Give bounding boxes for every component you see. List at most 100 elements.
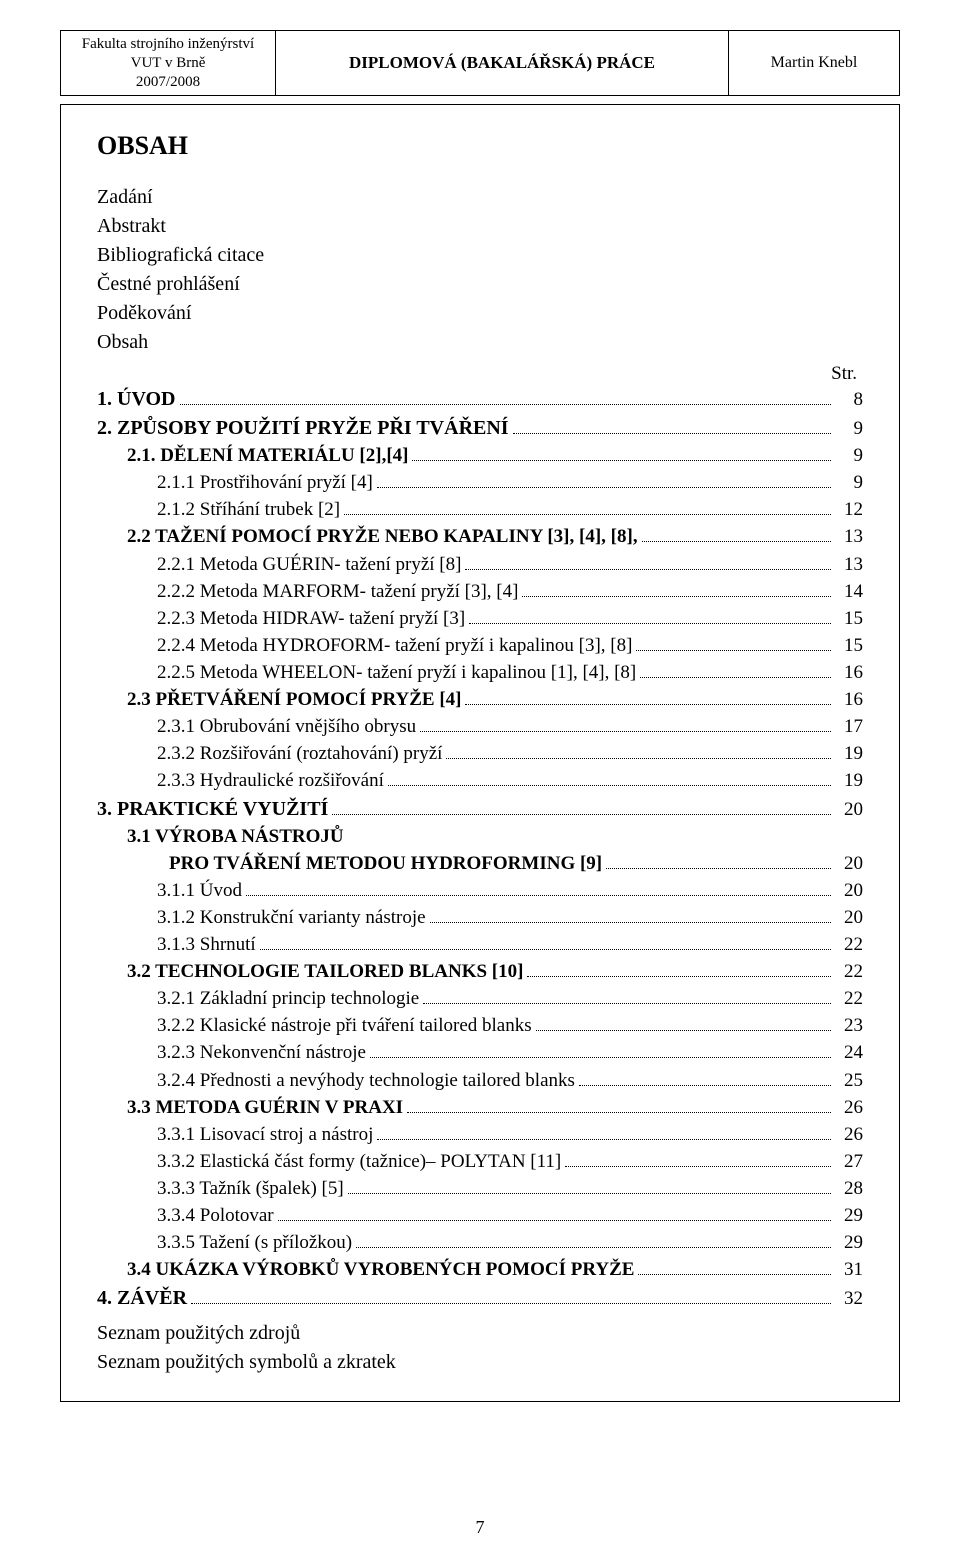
toc-page-number: 19 xyxy=(835,768,863,795)
toc-row: 3.1.1 Úvod20 xyxy=(97,878,863,905)
intro-line: Zadání xyxy=(97,183,863,212)
toc-page-number: 9 xyxy=(835,443,863,470)
intro-line: Čestné prohlášení xyxy=(97,270,863,299)
toc-label: 2.2.4 Metoda HYDROFORM- tažení pryží i k… xyxy=(97,633,632,660)
toc-row: 2.3 PŘETVÁŘENÍ POMOCÍ PRYŽE [4] 16 xyxy=(97,687,863,714)
toc-label: 2.2.3 Metoda HIDRAW- tažení pryží [3] xyxy=(97,606,465,633)
trailing-block: Seznam použitých zdrojů Seznam použitých… xyxy=(97,1319,863,1377)
toc-label: PRO TVÁŘENÍ METODOU HYDROFORMING [9] xyxy=(97,851,602,878)
toc-label: 3.2.4 Přednosti a nevýhody technologie t… xyxy=(97,1068,575,1095)
toc-row: 3.1.2 Konstrukční varianty nástroje 20 xyxy=(97,905,863,932)
toc-label: 3.1.2 Konstrukční varianty nástroje xyxy=(97,905,426,932)
toc-label: 2.1.2 Stříhání trubek [2] xyxy=(97,497,340,524)
toc-label: 2.1.1 Prostřihování pryží [4] xyxy=(97,470,373,497)
toc-row: 3.3 METODA GUÉRIN V PRAXI26 xyxy=(97,1095,863,1122)
toc-row: 3.3.3 Tažník (špalek) [5]28 xyxy=(97,1176,863,1203)
toc-page-number: 17 xyxy=(835,714,863,741)
toc-label: 3.1.3 Shrnutí xyxy=(97,932,256,959)
toc-label: 3.2 TECHNOLOGIE TAILORED BLANKS [10] xyxy=(97,959,523,986)
intro-line: Bibliografická citace xyxy=(97,241,863,270)
toc-leader-dots xyxy=(636,633,831,651)
toc-leader-dots xyxy=(465,551,831,569)
toc-label: 2.3.2 Rozšiřování (roztahování) pryží xyxy=(97,741,442,768)
toc-label: 3.3.1 Lisovací stroj a nástroj xyxy=(97,1122,373,1149)
toc-page-number: 13 xyxy=(835,552,863,579)
toc-leader-dots xyxy=(469,606,831,624)
toc-page-number: 13 xyxy=(835,524,863,551)
toc-label: 3.3.4 Polotovar xyxy=(97,1203,274,1230)
toc-leader-dots xyxy=(423,986,831,1004)
toc-row: PRO TVÁŘENÍ METODOU HYDROFORMING [9]20 xyxy=(97,851,863,878)
header-year: 2007/2008 xyxy=(63,73,273,92)
toc-label: 3.3.2 Elastická část formy (tažnice)– PO… xyxy=(97,1149,561,1176)
toc-page-number: 26 xyxy=(835,1095,863,1122)
toc-label: 3.3.3 Tažník (špalek) [5] xyxy=(97,1176,344,1203)
toc-label: 2.3 PŘETVÁŘENÍ POMOCÍ PRYŽE [4] xyxy=(97,687,461,714)
toc-row: 3.2.4 Přednosti a nevýhody technologie t… xyxy=(97,1067,863,1094)
toc-label: 3.4 UKÁZKA VÝROBKŮ VYROBENÝCH POMOCÍ PRY… xyxy=(97,1257,634,1284)
toc-page-number: 16 xyxy=(835,687,863,714)
toc-page-number: 22 xyxy=(835,932,863,959)
header-faculty: Fakulta strojního inženýrství xyxy=(63,35,273,54)
toc-label: 2.2.5 Metoda WHEELON- tažení pryží i kap… xyxy=(97,660,636,687)
toc-row: 2.2.1 Metoda GUÉRIN- tažení pryží [8]13 xyxy=(97,551,863,578)
toc-leader-dots xyxy=(407,1095,831,1113)
toc-row: 3.2.1 Základní princip technologie22 xyxy=(97,986,863,1013)
toc-page-number: 12 xyxy=(835,497,863,524)
toc-label: 3.2.3 Nekonvenční nástroje xyxy=(97,1040,366,1067)
page-container: Fakulta strojního inženýrství VUT v Brně… xyxy=(0,0,960,1546)
toc-row: 2.2.4 Metoda HYDROFORM- tažení pryží i k… xyxy=(97,633,863,660)
toc-page-number: 27 xyxy=(835,1149,863,1176)
toc-page-number: 20 xyxy=(835,878,863,905)
toc-leader-dots xyxy=(377,1122,831,1140)
toc-row: 3.2 TECHNOLOGIE TAILORED BLANKS [10]22 xyxy=(97,959,863,986)
toc-leader-dots xyxy=(260,932,831,950)
toc-row: 2.2 TAŽENÍ POMOCÍ PRYŽE NEBO KAPALINY [3… xyxy=(97,524,863,551)
toc-leader-dots xyxy=(522,579,831,597)
toc-leader-dots xyxy=(430,905,831,923)
toc-row: 2. ZPŮSOBY POUŽITÍ PRYŽE PŘI TVÁŘENÍ9 xyxy=(97,414,863,443)
toc-page-number: 9 xyxy=(835,470,863,497)
header-left-block: Fakulta strojního inženýrství VUT v Brně… xyxy=(61,31,276,95)
toc-leader-dots xyxy=(565,1149,831,1167)
column-header-page: Str. xyxy=(97,363,863,385)
toc-row: 2.3.2 Rozšiřování (roztahování) pryží 19 xyxy=(97,741,863,768)
toc-page-number: 14 xyxy=(835,579,863,606)
toc-label: 2.1. DĚLENÍ MATERIÁLU [2],[4] xyxy=(97,443,408,470)
table-of-contents: 1. ÚVOD82. ZPŮSOBY POUŽITÍ PRYŽE PŘI TVÁ… xyxy=(97,385,863,1313)
toc-label: 3.2.1 Základní princip technologie xyxy=(97,986,419,1013)
toc-leader-dots xyxy=(412,443,831,461)
toc-row: 2.2.5 Metoda WHEELON- tažení pryží i kap… xyxy=(97,660,863,687)
toc-row: 2.1. DĚLENÍ MATERIÁLU [2],[4] 9 xyxy=(97,443,863,470)
toc-label: 2.2 TAŽENÍ POMOCÍ PRYŽE NEBO KAPALINY [3… xyxy=(97,524,638,551)
toc-label: 4. ZÁVĚR xyxy=(97,1284,187,1312)
toc-page-number: 25 xyxy=(835,1068,863,1095)
toc-leader-dots xyxy=(420,714,831,732)
toc-leader-dots xyxy=(377,470,831,488)
toc-label: 1. ÚVOD xyxy=(97,385,176,413)
toc-leader-dots xyxy=(465,687,831,705)
toc-row: 2.1.1 Prostřihování pryží [4] 9 xyxy=(97,470,863,497)
intro-block: Zadání Abstrakt Bibliografická citace Če… xyxy=(97,183,863,357)
trailing-line: Seznam použitých symbolů a zkratek xyxy=(97,1348,863,1377)
toc-page-number: 20 xyxy=(835,905,863,932)
content-frame: OBSAH Zadání Abstrakt Bibliografická cit… xyxy=(60,104,900,1402)
toc-leader-dots xyxy=(579,1067,831,1085)
toc-row: 3.2.2 Klasické nástroje při tváření tail… xyxy=(97,1013,863,1040)
header-university: VUT v Brně xyxy=(63,54,273,73)
toc-leader-dots xyxy=(388,768,831,786)
toc-page-number: 19 xyxy=(835,741,863,768)
toc-page-number: 15 xyxy=(835,633,863,660)
toc-leader-dots xyxy=(536,1013,831,1031)
toc-row: 2.1.2 Stříhání trubek [2] 12 xyxy=(97,497,863,524)
toc-row: 3.3.1 Lisovací stroj a nástroj26 xyxy=(97,1122,863,1149)
toc-page-number: 32 xyxy=(835,1286,863,1313)
trailing-line: Seznam použitých zdrojů xyxy=(97,1319,863,1348)
toc-leader-dots xyxy=(278,1203,831,1221)
toc-leader-dots xyxy=(191,1286,831,1304)
toc-label: 3.2.2 Klasické nástroje při tváření tail… xyxy=(97,1013,532,1040)
toc-leader-dots xyxy=(332,797,831,815)
toc-row: 3.1.3 Shrnutí 22 xyxy=(97,932,863,959)
toc-row: 3.3.2 Elastická část formy (tažnice)– PO… xyxy=(97,1149,863,1176)
toc-row: 2.3.1 Obrubování vnějšího obrysu17 xyxy=(97,714,863,741)
